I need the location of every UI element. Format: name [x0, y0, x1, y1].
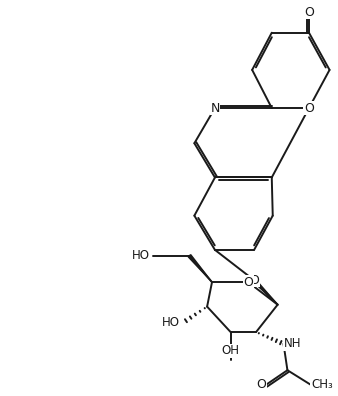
Polygon shape	[188, 255, 212, 282]
Text: O: O	[304, 101, 314, 114]
Text: HO: HO	[162, 316, 180, 329]
Text: NH: NH	[284, 337, 301, 350]
Text: OH: OH	[222, 344, 240, 357]
Text: O: O	[243, 276, 253, 289]
Text: N: N	[210, 101, 220, 114]
Text: CH₃: CH₃	[311, 379, 333, 391]
Text: O: O	[256, 379, 266, 391]
Text: O: O	[304, 6, 314, 19]
Text: O: O	[249, 274, 259, 287]
Polygon shape	[253, 279, 277, 305]
Text: HO: HO	[132, 249, 150, 262]
